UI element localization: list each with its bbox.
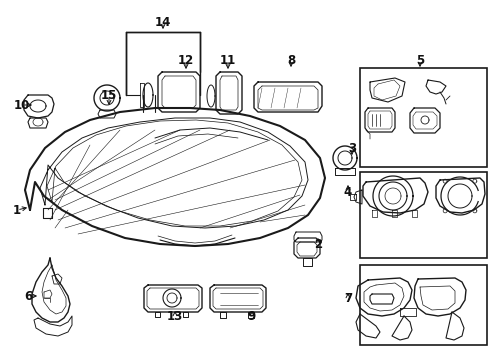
Text: 14: 14 bbox=[155, 15, 171, 28]
Text: 4: 4 bbox=[343, 185, 351, 198]
Text: 15: 15 bbox=[101, 89, 117, 102]
Text: 8: 8 bbox=[286, 54, 295, 67]
Text: 10: 10 bbox=[14, 99, 30, 112]
Text: 12: 12 bbox=[178, 54, 194, 67]
Text: 5: 5 bbox=[415, 54, 423, 67]
Text: 2: 2 bbox=[313, 238, 322, 251]
Text: 7: 7 bbox=[343, 292, 351, 305]
Text: 1: 1 bbox=[13, 203, 21, 216]
Text: 6: 6 bbox=[24, 289, 32, 302]
Bar bbox=[359, 68, 486, 167]
Text: 13: 13 bbox=[166, 310, 183, 323]
Bar bbox=[359, 172, 486, 258]
Text: 9: 9 bbox=[247, 310, 256, 323]
Text: 3: 3 bbox=[347, 141, 355, 154]
Bar bbox=[359, 265, 486, 345]
Text: 11: 11 bbox=[220, 54, 236, 67]
